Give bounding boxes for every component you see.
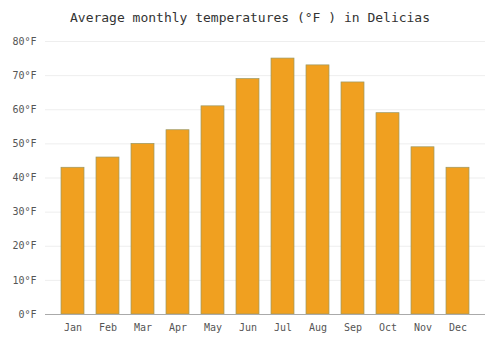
svg-text:70°F: 70°F — [12, 70, 36, 81]
svg-text:Mar: Mar — [134, 322, 152, 333]
svg-text:10°F: 10°F — [12, 275, 36, 286]
svg-text:Oct: Oct — [379, 322, 397, 333]
svg-text:Sep: Sep — [344, 322, 362, 333]
svg-text:40°F: 40°F — [12, 172, 36, 183]
svg-text:Nov: Nov — [414, 322, 432, 333]
svg-text:60°F: 60°F — [12, 104, 36, 115]
svg-text:80°F: 80°F — [12, 36, 36, 47]
svg-text:Aug: Aug — [309, 322, 327, 333]
svg-text:May: May — [204, 322, 222, 333]
svg-text:Feb: Feb — [99, 322, 117, 333]
svg-text:50°F: 50°F — [12, 138, 36, 149]
svg-text:Jan: Jan — [64, 322, 82, 333]
svg-text:0°F: 0°F — [18, 309, 36, 320]
html-text:Average monthly temperatures (: Average monthly temperatures (°F ) in De… — [70, 10, 430, 25]
svg-text:Jul: Jul — [274, 322, 292, 333]
svg-text:Apr: Apr — [169, 322, 187, 333]
svg-text:20°F: 20°F — [12, 240, 36, 251]
svg-text:30°F: 30°F — [12, 206, 36, 217]
svg-text:Dec: Dec — [449, 322, 467, 333]
svg-text:Jun: Jun — [239, 322, 257, 333]
